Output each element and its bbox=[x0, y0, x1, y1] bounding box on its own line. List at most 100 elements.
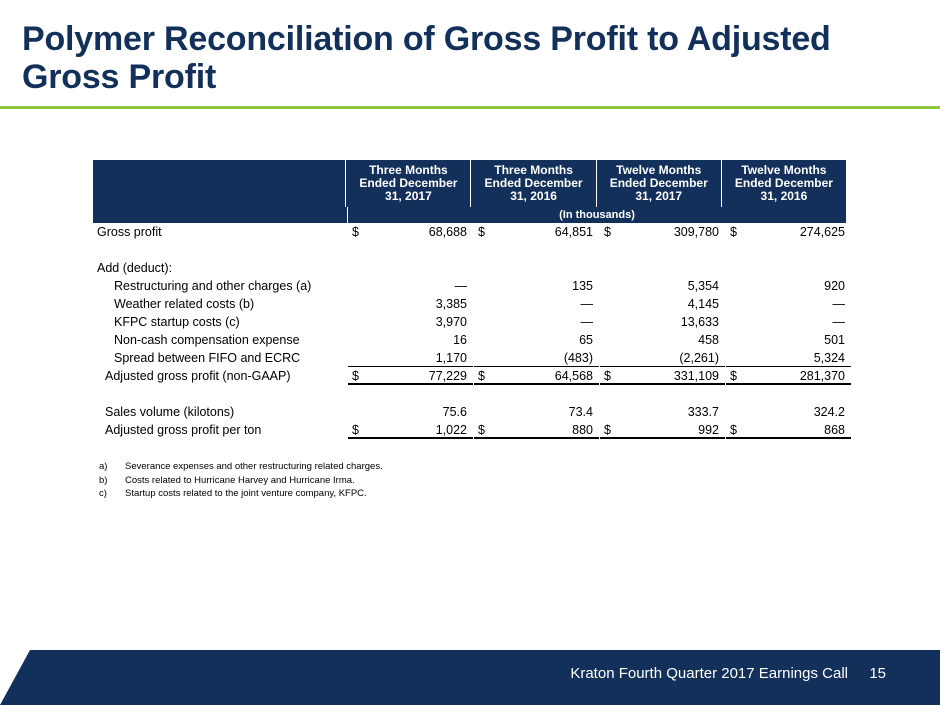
cell-value: — bbox=[580, 297, 594, 311]
table-cell: 920 bbox=[726, 277, 851, 295]
table-cell: 458 bbox=[600, 331, 725, 349]
currency-symbol: $ bbox=[730, 423, 737, 437]
page-title: Polymer Reconciliation of Gross Profit t… bbox=[22, 20, 831, 96]
currency-symbol: $ bbox=[604, 423, 611, 437]
cell-value: 1,170 bbox=[435, 351, 467, 365]
row-label: Add (deduct): bbox=[97, 261, 173, 275]
column-header: Three Months Ended December 31, 2016 bbox=[471, 160, 596, 207]
table-row: Adjusted gross profit per ton $1,022 $880 $… bbox=[93, 421, 851, 439]
row-label: Adjusted gross profit (non-GAAP) bbox=[105, 369, 291, 383]
table-cell: 5,324 bbox=[726, 349, 851, 367]
table-cell bbox=[348, 385, 473, 403]
table-cell: 4,145 bbox=[600, 295, 725, 313]
table-body: Gross profit $68,688 $64,851 $309,780 $274,6… bbox=[93, 223, 851, 439]
table-cell bbox=[474, 241, 599, 259]
cell-value: 458 bbox=[698, 333, 719, 347]
table-cell: $992 bbox=[600, 421, 725, 439]
footer-notch bbox=[0, 650, 30, 705]
table-cell: 13,633 bbox=[600, 313, 725, 331]
footnote-key: c) bbox=[99, 488, 107, 499]
cell-value: 75.6 bbox=[442, 405, 467, 419]
cell-value: 3,970 bbox=[435, 315, 467, 329]
table-cell: — bbox=[474, 295, 599, 313]
table-cell: 5,354 bbox=[600, 277, 725, 295]
table-cell: 73.4 bbox=[474, 403, 599, 421]
row-label: Sales volume (kilotons) bbox=[105, 405, 235, 419]
cell-value: — bbox=[832, 315, 846, 329]
table-cell: — bbox=[474, 313, 599, 331]
cell-value: 331,109 bbox=[673, 369, 719, 383]
footer-band bbox=[0, 650, 940, 705]
cell-value: (483) bbox=[563, 351, 593, 365]
currency-symbol: $ bbox=[352, 423, 359, 437]
footer: Kraton Fourth Quarter 2017 Earnings Call… bbox=[0, 650, 940, 705]
table-cell: — bbox=[726, 313, 851, 331]
table-cell: 3,970 bbox=[348, 313, 473, 331]
table-row bbox=[93, 241, 846, 259]
footnote: b) Costs related to Hurricane Harvey and … bbox=[99, 474, 383, 488]
table-row: Sales volume (kilotons) 75.6 73.4 333.7 324.… bbox=[93, 403, 846, 421]
cell-value: 68,688 bbox=[428, 225, 467, 239]
column-header-line: Twelve Months bbox=[616, 163, 702, 177]
cell-value: 4,145 bbox=[687, 297, 719, 311]
cell-value: 3,385 bbox=[435, 297, 467, 311]
page-number: 15 bbox=[869, 665, 886, 682]
table-cell: $68,688 bbox=[348, 223, 473, 241]
table-cell bbox=[600, 385, 725, 403]
footnote: c) Startup costs related to the joint ven… bbox=[99, 487, 383, 501]
currency-symbol: $ bbox=[352, 369, 359, 383]
table-row: Restructuring and other charges (a) — 135 5… bbox=[93, 277, 846, 295]
table-cell: $77,229 bbox=[348, 367, 473, 385]
reconciliation-table: Three Months Ended December 31, 2017 Thr… bbox=[93, 160, 851, 439]
column-header: Twelve Months Ended December 31, 2016 bbox=[721, 160, 846, 207]
currency-symbol: $ bbox=[730, 369, 737, 383]
footnote-text: Startup costs related to the joint ventu… bbox=[125, 488, 367, 499]
table-row: KFPC startup costs (c) 3,970 — 13,633 — bbox=[93, 313, 846, 331]
table-cell: 3,385 bbox=[348, 295, 473, 313]
currency-symbol: $ bbox=[478, 423, 485, 437]
table-cell: $281,370 bbox=[726, 367, 851, 385]
cell-value: 65 bbox=[579, 333, 593, 347]
table-cell: $64,568 bbox=[474, 367, 599, 385]
table-cell: $868 bbox=[726, 421, 851, 439]
cell-value: 135 bbox=[572, 279, 593, 293]
row-label: Weather related costs (b) bbox=[114, 297, 255, 311]
column-header-line: 31, 2016 bbox=[760, 189, 808, 203]
cell-value: 333.7 bbox=[687, 405, 719, 419]
cell-value: 501 bbox=[824, 333, 845, 347]
footnote-text: Severance expenses and other restructuri… bbox=[125, 461, 383, 472]
cell-value: 64,568 bbox=[554, 369, 593, 383]
table-cell: $331,109 bbox=[600, 367, 725, 385]
column-header-line: 31, 2017 bbox=[635, 189, 683, 203]
table-cell: 333.7 bbox=[600, 403, 725, 421]
header-blank-cell bbox=[93, 160, 346, 207]
row-label: Adjusted gross profit per ton bbox=[105, 423, 262, 437]
footnotes: a) Severance expenses and other restructu… bbox=[99, 460, 383, 501]
cell-value: 324.2 bbox=[813, 405, 845, 419]
footnote-key: a) bbox=[99, 461, 108, 472]
cell-value: — bbox=[580, 315, 594, 329]
table-cell bbox=[474, 259, 599, 277]
table-cell: $1,022 bbox=[348, 421, 473, 439]
table-cell bbox=[726, 385, 851, 403]
currency-symbol: $ bbox=[478, 369, 485, 383]
table-cell: $64,851 bbox=[474, 223, 599, 241]
row-label: Spread between FIFO and ECRC bbox=[114, 351, 301, 365]
table-cell: — bbox=[348, 277, 473, 295]
cell-value: 920 bbox=[824, 279, 845, 293]
cell-value: (2,261) bbox=[679, 351, 719, 365]
cell-value: — bbox=[832, 297, 846, 311]
title-divider bbox=[0, 106, 940, 109]
cell-value: 274,625 bbox=[799, 225, 845, 239]
column-header-line: 31, 2017 bbox=[385, 189, 432, 203]
cell-value: 868 bbox=[824, 423, 845, 437]
currency-symbol: $ bbox=[730, 225, 737, 239]
table-cell bbox=[348, 259, 473, 277]
row-label: Non-cash compensation expense bbox=[114, 333, 300, 347]
cell-value: 1,022 bbox=[435, 423, 467, 437]
table-row: Adjusted gross profit (non-GAAP) $77,229 $… bbox=[93, 367, 851, 385]
cell-value: 309,780 bbox=[673, 225, 719, 239]
currency-symbol: $ bbox=[604, 369, 611, 383]
table-cell: $309,780 bbox=[600, 223, 725, 241]
row-label: Gross profit bbox=[97, 225, 162, 239]
